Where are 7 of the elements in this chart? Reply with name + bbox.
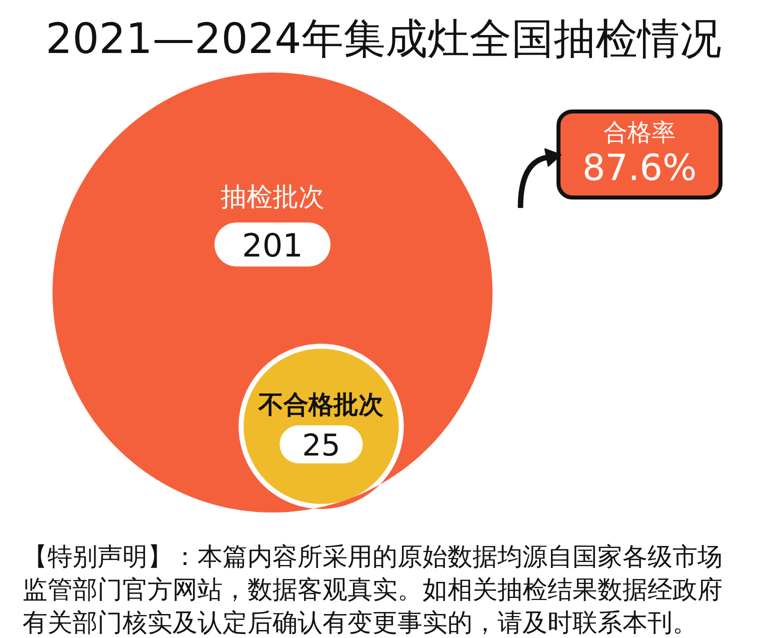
data-label: 25 — [302, 428, 340, 464]
text: 【特别声明】：本篇内容所采用的原始数据均源自国家各级市场监管部门官方网站，数据客观真实。如相关抽检结果数据经政府有关部门核实及认定后确认有变更事实的，请及时联系本刊。 — [22, 542, 722, 637]
text: 合格率 87.6% — [582, 118, 697, 189]
text: 2021—2024年集成灶全国抽检情况 — [46, 14, 722, 63]
category-label: 不合格批次 — [258, 390, 385, 419]
category-label: 抽检批次 — [220, 182, 324, 212]
data-label: 201 — [242, 226, 304, 264]
